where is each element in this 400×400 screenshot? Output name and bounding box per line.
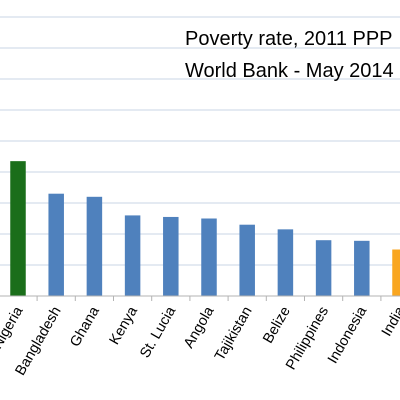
category-label: Kenya <box>107 303 142 347</box>
category-label: Ghana <box>67 303 103 350</box>
bar-philippines <box>315 240 332 296</box>
category-label: Tajikistan <box>212 304 256 364</box>
bar-st-lucia <box>163 216 179 296</box>
category-label: Nigeria <box>0 303 27 352</box>
bar-angola <box>201 218 217 296</box>
category-label: Belize <box>260 304 294 346</box>
chart-title-line-1: Poverty rate, 2011 PPP <box>185 28 393 50</box>
gridlines <box>0 16 400 266</box>
category-label: Angola <box>181 303 218 351</box>
bar-kenya <box>124 215 141 296</box>
category-label: Indonesia <box>325 303 371 366</box>
category-label: India <box>379 303 400 339</box>
bar-belize <box>277 229 294 296</box>
bar-tajikistan <box>239 224 255 296</box>
category-label: St. Lucia <box>137 303 180 361</box>
bar-bangladesh <box>48 193 64 296</box>
x-axis <box>0 295 400 301</box>
bar-indonesia <box>354 240 370 296</box>
chart-title: Poverty rate, 2011 PPP World Bank - May … <box>185 28 394 82</box>
bars <box>10 161 400 296</box>
bar-ghana <box>86 196 103 296</box>
bar-nigeria <box>10 161 26 296</box>
chart-title-line-2: World Bank - May 2014 <box>185 60 394 82</box>
bar-india <box>392 249 400 296</box>
